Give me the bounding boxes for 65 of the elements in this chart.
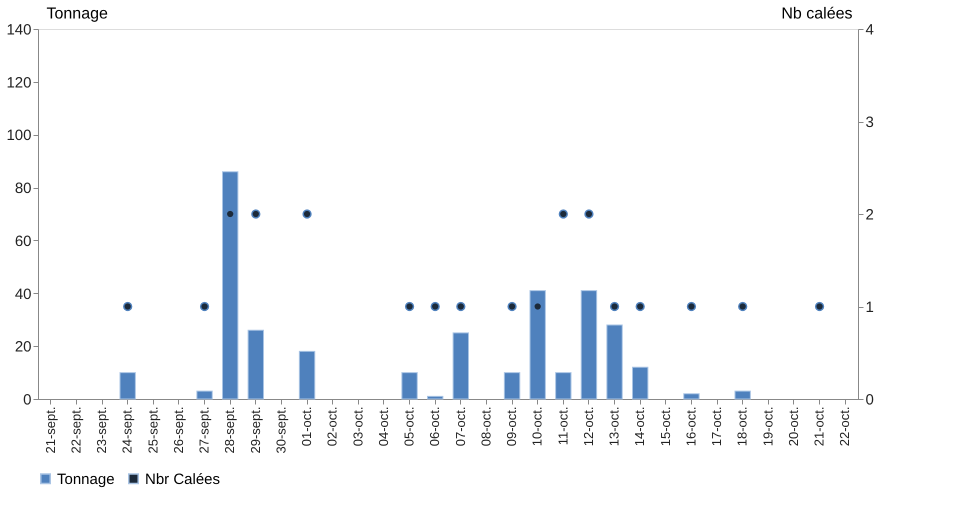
bar [120, 372, 136, 400]
x-tick-label: 30-sept. [273, 406, 288, 454]
y2-tick-label: 4 [866, 22, 874, 38]
x-tick-label: 15-oct. [658, 406, 673, 446]
y2-tick-label: 0 [866, 392, 874, 408]
x-tick-label: 05-oct. [402, 406, 417, 446]
x-tick-label: 28-sept. [222, 406, 238, 454]
y2-tick-label: 3 [866, 114, 874, 131]
y-tick-label: 80 [14, 180, 32, 198]
y2-tick-label: 2 [866, 206, 874, 224]
y-tick-label: 40 [14, 286, 32, 303]
legend-label: Tonnage [57, 470, 115, 488]
x-tick-label: 21-sept. [42, 406, 58, 454]
x-tick-label: 23-sept. [94, 406, 110, 454]
bar [683, 393, 700, 400]
bar [632, 366, 648, 400]
x-tick-label: 18-oct. [734, 406, 750, 446]
x-tick-label: 25-sept. [145, 406, 160, 454]
bar [452, 332, 469, 400]
bar [298, 350, 316, 400]
y-tick-label: 20 [14, 338, 32, 356]
y-tick-label: 100 [6, 127, 32, 144]
y-tick-label: 120 [6, 74, 32, 92]
x-tick-label: 02-oct. [324, 406, 340, 446]
x-tick-label: 22-sept. [68, 406, 84, 454]
bar [248, 330, 264, 400]
bar [555, 372, 572, 400]
bar [401, 372, 418, 400]
x-tick-label: 09-oct. [504, 406, 520, 446]
x-tick-label: 27-sept. [196, 406, 212, 454]
x-tick-label: 11-oct. [555, 406, 570, 446]
y-tick-label: 60 [14, 232, 32, 250]
bar [222, 171, 238, 400]
x-tick-label: 10-oct. [530, 406, 545, 446]
x-tick-label: 13-oct. [606, 406, 622, 446]
x-tick-label: 08-oct. [478, 406, 494, 446]
y-tick-label: 140 [6, 22, 32, 38]
x-tick-label: 20-oct. [786, 406, 801, 446]
y-axis-title: Tonnage [46, 6, 108, 22]
bar [504, 372, 520, 400]
bar [530, 290, 546, 400]
x-tick-label: 07-oct. [452, 406, 468, 446]
x-tick-label: 29-sept. [248, 406, 263, 454]
x-tick-label: 26-sept. [170, 406, 186, 454]
y-tick-label: 0 [23, 392, 32, 408]
x-tick-label: 24-sept. [120, 406, 135, 454]
bar [196, 390, 213, 400]
x-tick-label: 14-oct. [632, 406, 648, 446]
bar [427, 396, 444, 400]
legend-label: Nbr Calées [145, 470, 220, 488]
bar [606, 324, 623, 400]
bar [580, 290, 598, 400]
x-tick-label: 17-oct. [709, 406, 724, 446]
x-tick-label: 01-oct. [299, 406, 314, 446]
x-tick-label: 06-oct. [427, 406, 442, 446]
x-tick-label: 21-oct. [812, 406, 827, 446]
x-tick-label: 12-oct. [580, 406, 596, 446]
y2-tick-label: 1 [866, 299, 874, 316]
y2-axis-title: Nb calées [781, 6, 852, 22]
x-tick-label: 22-oct. [837, 406, 852, 446]
x-tick-label: 04-oct. [376, 406, 391, 446]
bar [734, 390, 751, 400]
x-tick-label: 16-oct. [683, 406, 698, 446]
x-tick-label: 19-oct. [760, 406, 776, 446]
x-tick-label: 03-oct. [350, 406, 366, 446]
